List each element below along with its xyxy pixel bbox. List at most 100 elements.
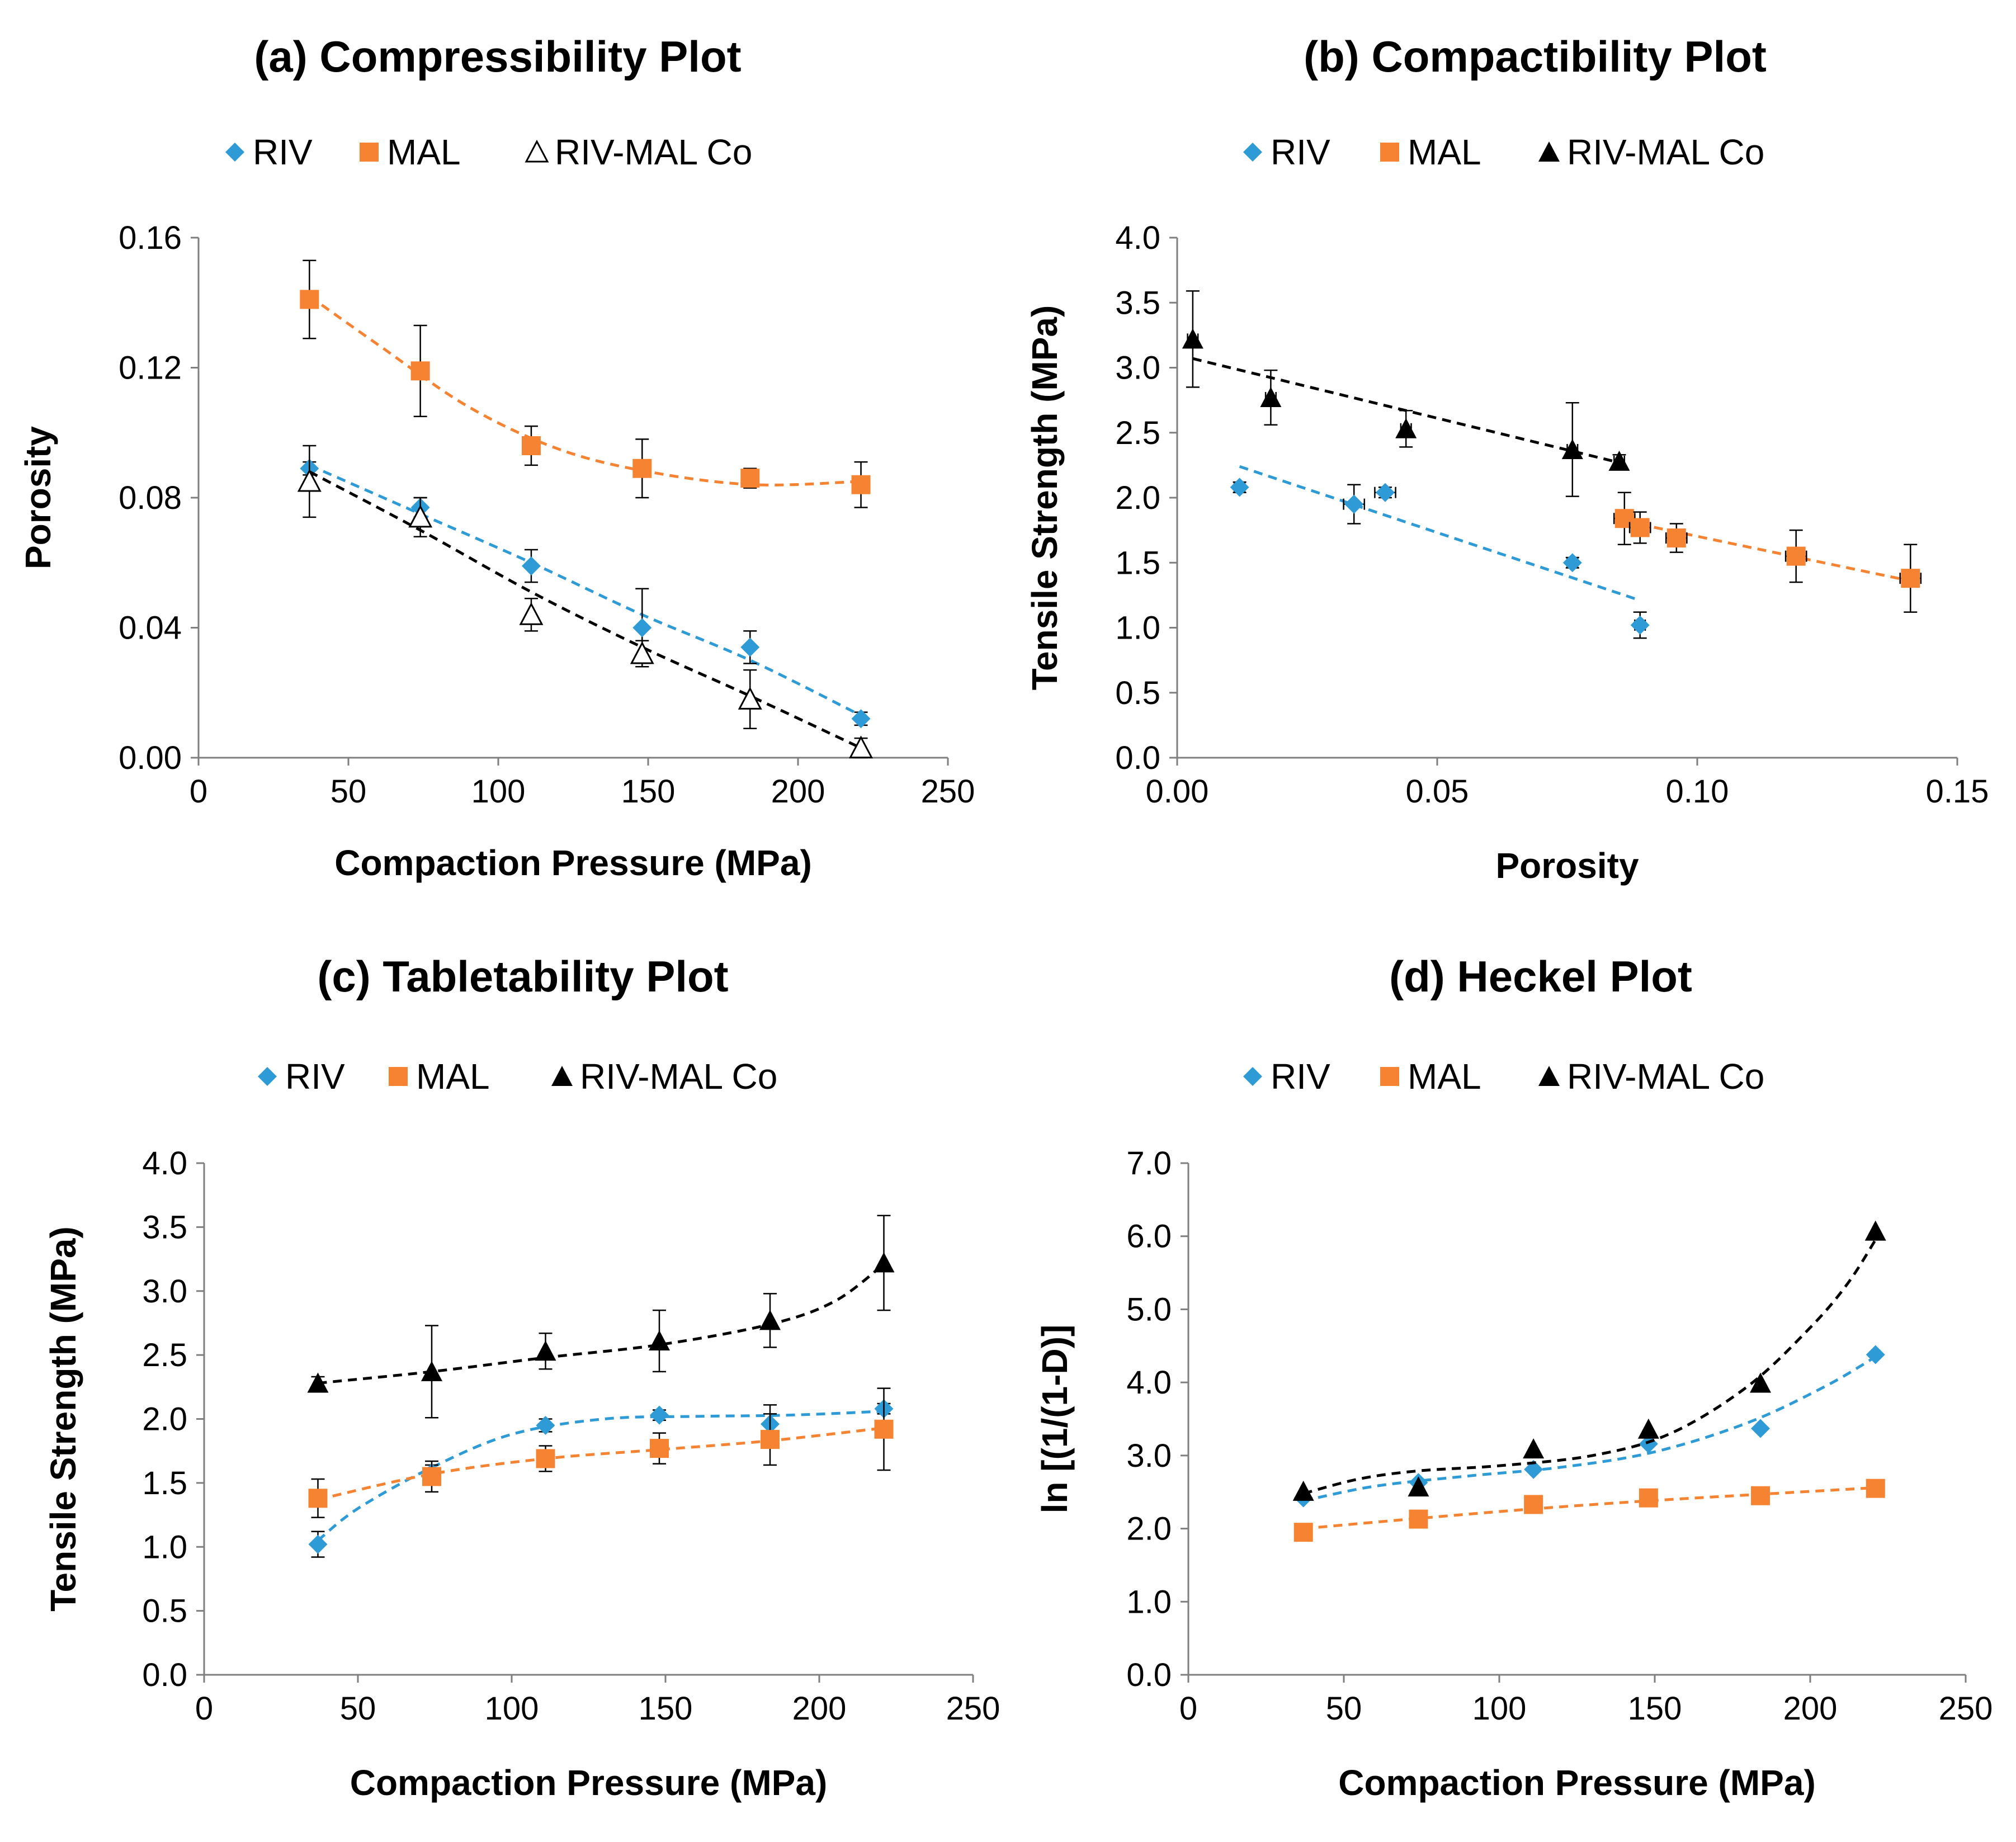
trendline xyxy=(1303,1486,1876,1531)
trendline xyxy=(318,1263,885,1385)
y-tick-label: 4.0 xyxy=(1115,220,1160,256)
chart-title: (b) Compactibility Plot xyxy=(1304,32,1767,81)
series-riv-mal-co xyxy=(307,1215,895,1419)
data-point xyxy=(307,1372,329,1393)
y-tick-label: 0.16 xyxy=(119,220,182,256)
legend-entry: MAL xyxy=(360,132,461,172)
data-point xyxy=(1864,1220,1886,1241)
y-tick-label: 2.0 xyxy=(1115,480,1160,516)
legend-entry: MAL xyxy=(1380,1056,1481,1097)
legend-label: RIV xyxy=(285,1056,345,1097)
legend-label: MAL xyxy=(387,132,461,172)
x-axis-title: Compaction Pressure (MPa) xyxy=(334,843,812,883)
data-point xyxy=(521,556,541,576)
chart-panel-b: (b) Compactibility Plot 0.0 0.5 1.0 1.5 2.0 2.… xyxy=(1024,32,1989,886)
data-point xyxy=(1630,615,1650,635)
legend-entry: RIV-MAL Co xyxy=(1538,1056,1764,1097)
series-mal xyxy=(300,259,871,508)
chart-panel-a: (a) Compressibility Plot 0.00 0.04 0.08 0.12… xyxy=(18,32,975,883)
trendline xyxy=(1239,465,1641,602)
series-riv xyxy=(300,459,871,729)
y-tick-label: 3.0 xyxy=(1126,1438,1172,1474)
x-tick-label: 0.05 xyxy=(1406,773,1469,810)
data-point xyxy=(1524,1495,1543,1514)
x-tick-label: 100 xyxy=(471,773,526,810)
y-tick-label: 7.0 xyxy=(1126,1145,1172,1182)
data-point xyxy=(297,469,322,492)
legend-marker xyxy=(1538,1066,1560,1086)
x-tick-label: 250 xyxy=(1939,1690,1993,1727)
series-mal xyxy=(1613,492,1922,613)
data-point xyxy=(410,361,430,381)
x-tick-label: 150 xyxy=(1628,1690,1682,1727)
x-tick-label: 200 xyxy=(771,773,825,810)
x-tick-label: 0.10 xyxy=(1666,773,1729,810)
legend-label: RIV xyxy=(253,132,313,172)
y-tick-label: 0.5 xyxy=(142,1593,187,1630)
data-point xyxy=(1376,483,1395,502)
y-axis-title: Porosity xyxy=(18,426,58,569)
x-axis-title: Porosity xyxy=(1495,846,1639,886)
chart-title: (d) Heckel Plot xyxy=(1389,952,1692,1001)
data-point xyxy=(521,436,541,455)
legend-marker xyxy=(1243,1067,1262,1086)
series-mal xyxy=(308,1387,894,1518)
data-point xyxy=(1182,328,1203,349)
data-point xyxy=(1260,386,1282,407)
y-tick-label: 6.0 xyxy=(1126,1218,1172,1255)
data-point xyxy=(874,1419,894,1439)
series-riv-mal-co xyxy=(1292,1220,1886,1501)
y-tick-label: 0.0 xyxy=(142,1657,187,1693)
data-point xyxy=(649,1330,670,1350)
legend-label: MAL xyxy=(1408,132,1481,172)
y-tick-label: 2.0 xyxy=(142,1401,187,1438)
legend-marker xyxy=(1380,1067,1399,1086)
x-tick-label: 100 xyxy=(485,1690,539,1727)
y-tick-label: 4.0 xyxy=(1126,1364,1172,1401)
data-point xyxy=(1901,569,1920,588)
x-tick-label: 50 xyxy=(331,773,367,810)
data-point xyxy=(1866,1345,1885,1364)
y-tick-label: 5.0 xyxy=(1126,1291,1172,1328)
legend-marker xyxy=(1538,141,1560,162)
y-tick-label: 1.0 xyxy=(1115,610,1160,646)
data-point xyxy=(1751,1419,1771,1438)
data-point xyxy=(1666,528,1686,548)
data-point xyxy=(1395,418,1417,438)
data-point xyxy=(759,1310,781,1330)
data-point xyxy=(1786,546,1806,566)
y-tick-label: 1.0 xyxy=(142,1529,187,1565)
legend-label: RIV-MAL Co xyxy=(555,132,752,172)
trendline xyxy=(1303,1355,1877,1503)
y-tick-label: 0.0 xyxy=(1115,740,1160,776)
y-tick-label: 3.0 xyxy=(1115,350,1160,386)
data-point xyxy=(1408,1476,1429,1497)
data-point xyxy=(851,709,871,729)
data-point xyxy=(308,1534,328,1554)
y-tick-label: 1.5 xyxy=(142,1465,187,1501)
data-point xyxy=(632,459,652,478)
legend-marker xyxy=(1380,143,1399,162)
y-tick-label: 0.08 xyxy=(119,480,182,516)
chart-panel-c: (c) Tabletability Plot 0.0 0.5 1.0 1.5 2.0 2.5… xyxy=(43,952,1000,1803)
series-riv-mal-co xyxy=(297,445,874,759)
data-point xyxy=(1751,1486,1771,1505)
x-tick-label: 100 xyxy=(1472,1690,1527,1727)
y-tick-label: 2.0 xyxy=(1126,1511,1172,1547)
legend-marker xyxy=(1243,143,1262,162)
y-tick-label: 0.5 xyxy=(1115,675,1160,711)
data-point xyxy=(1293,1523,1313,1542)
data-point xyxy=(1292,1480,1314,1501)
x-tick-label: 150 xyxy=(639,1690,693,1727)
data-point xyxy=(1866,1479,1885,1498)
legend-entry: MAL xyxy=(1380,132,1481,172)
data-point xyxy=(421,1361,442,1381)
chart-title: (c) Tabletability Plot xyxy=(317,952,728,1001)
x-tick-label: 50 xyxy=(340,1690,376,1727)
legend-entry: RIV xyxy=(225,132,313,172)
legend-label: RIV-MAL Co xyxy=(580,1056,777,1097)
y-tick-label: 2.5 xyxy=(1115,415,1160,451)
x-tick-label: 0 xyxy=(190,773,207,810)
data-point xyxy=(308,1489,328,1508)
